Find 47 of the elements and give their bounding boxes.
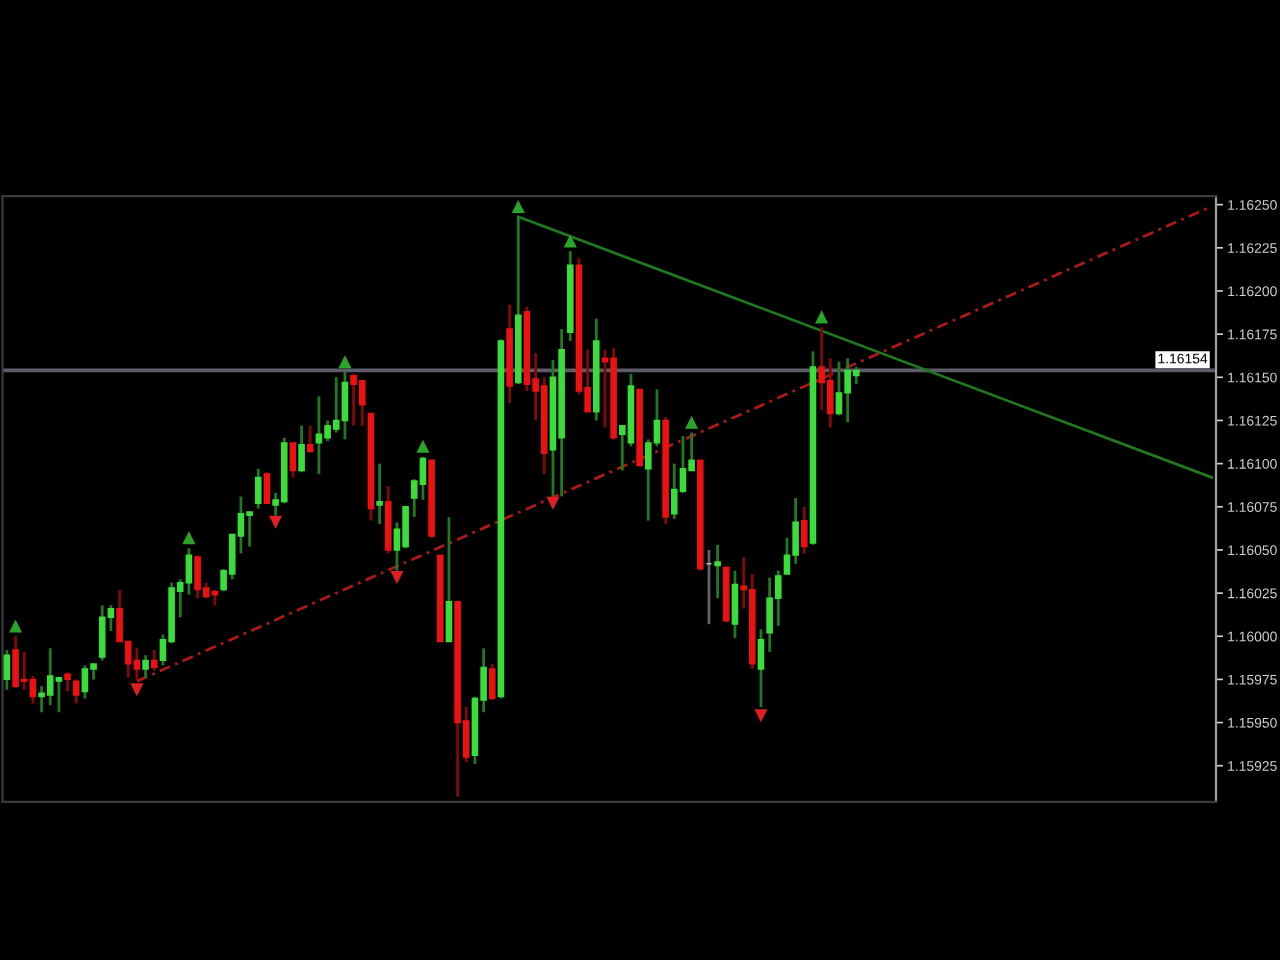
candlestick — [419, 455, 427, 502]
candlestick — [133, 646, 141, 681]
point — [390, 571, 404, 585]
point — [416, 439, 430, 453]
candlestick — [46, 646, 54, 707]
candlestick — [801, 505, 808, 555]
point — [511, 199, 525, 213]
candlestick — [150, 648, 158, 673]
candlestick — [488, 662, 496, 702]
candlestick — [757, 627, 765, 709]
candlestick — [64, 671, 71, 693]
candlestick — [835, 360, 843, 417]
candlestick — [341, 370, 349, 441]
point — [338, 355, 352, 369]
candlestick — [263, 470, 271, 505]
point — [182, 531, 196, 545]
candlestick — [55, 676, 63, 714]
point — [9, 619, 23, 633]
point — [269, 515, 283, 529]
candlestick — [714, 543, 721, 600]
candlestick — [72, 678, 80, 705]
candlestick — [332, 375, 340, 434]
candlestick — [306, 424, 314, 453]
candlestick — [402, 505, 409, 550]
candlestick — [3, 648, 11, 692]
candlestick — [246, 510, 253, 548]
candlestick — [731, 569, 739, 640]
candlestick — [20, 650, 28, 692]
candlestick — [774, 569, 782, 628]
point — [130, 683, 144, 697]
candlestick — [142, 653, 149, 680]
candlestick — [315, 394, 323, 476]
point — [815, 310, 829, 324]
candlestick — [376, 462, 383, 526]
point — [546, 496, 560, 510]
candlestick — [254, 467, 262, 510]
candlestick — [185, 546, 193, 597]
candlestick — [445, 515, 453, 643]
candlestick — [289, 441, 297, 479]
candlestick — [670, 462, 678, 521]
point — [563, 234, 577, 248]
point — [754, 709, 768, 723]
point — [685, 415, 699, 429]
candlestick — [298, 424, 305, 474]
candlestick — [98, 603, 106, 662]
candlestick — [81, 664, 89, 700]
candlestick — [358, 379, 366, 428]
